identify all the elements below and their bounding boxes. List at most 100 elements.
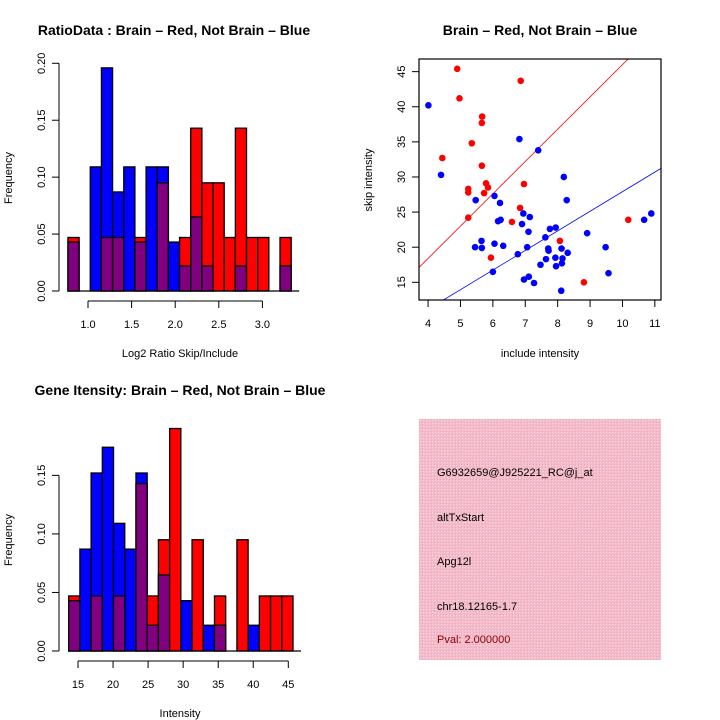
point-not-brain [534,146,542,154]
bar-overlap [234,265,248,292]
point-not-brain [526,213,534,221]
bar-not-brain [124,548,137,652]
x-tick-label: 1.0 [80,319,95,331]
y-tick-label: 15 [396,276,408,288]
x-tick-label: 6 [490,318,496,330]
point-not-brain [491,240,498,247]
point-not-brain [640,216,648,224]
point-brain [508,218,516,226]
bar-brain [223,236,237,292]
point-brain [516,204,524,212]
point-brain [520,180,528,188]
point-not-brain [478,237,485,245]
x-tick-label: 10 [616,318,628,330]
point-not-brain [542,255,550,263]
fit-line-brain [419,59,629,268]
bar-not-brain [145,166,158,292]
x-tick-label: 45 [282,679,294,691]
bar-overlap [157,574,171,652]
info-box-background [419,419,661,660]
point-brain [478,162,486,170]
point-not-brain [520,210,527,217]
info-box: G6932659@J925221_RC@j_at altTxStart Apg1… [419,419,661,660]
bar-overlap [134,241,147,292]
bar-not-brain [180,599,193,652]
point-not-brain [497,216,504,224]
point-brain [478,119,486,127]
point-brain [468,139,476,147]
bar-not-brain [247,624,260,652]
bar-not-brain [101,446,115,652]
y-tick-label: 35 [396,136,408,148]
bar-overlap [111,236,125,292]
point-brain [624,216,632,224]
bar-brain [236,539,249,652]
x-tick-label: 25 [142,679,154,691]
point-not-brain [563,196,571,204]
point-not-brain [437,171,445,179]
x-tick-label: 20 [107,679,119,691]
gene-name: Apg12l [437,556,471,568]
point-not-brain [525,228,532,236]
bar-brain [191,539,204,652]
gene-intensity-histogram: 15 20 25 30 35 40 45 0.00 0.05 0.10 0.15 Gene Itens… [3,382,326,720]
point-not-brain [491,192,498,200]
point-not-brain [472,196,479,204]
point-not-brain [557,287,565,295]
point-not-brain [559,255,566,262]
point-not-brain [558,260,566,267]
y-tick-label: 20 [396,241,408,253]
bar-brain [212,182,225,292]
point-not-brain [583,229,591,237]
genomic-location: chr18.12165-1.7 [437,601,517,613]
y-tick-label: 0.15 [36,465,48,486]
bar-overlap [190,216,203,292]
point-not-brain [489,268,497,276]
x-tick-label: 35 [212,679,224,691]
pval-text: Pval: 2.000000 [437,634,510,646]
point-not-brain [425,102,432,109]
point-not-brain [530,279,538,287]
chart-title: RatioData : Brain – Red, Not Brain – Blu… [38,22,310,38]
y-tick-label: 0.05 [36,223,48,244]
bar-overlap [112,595,126,652]
y-tick-label: 45 [396,66,408,78]
bar-brain [269,595,283,652]
point-brain [487,254,495,262]
bar-overlap [68,599,81,652]
y-tick-label: 0.00 [36,640,48,661]
x-tick-label: 3.0 [255,319,270,331]
x-tick-label: 30 [177,679,189,691]
point-not-brain [545,247,552,255]
ratio-histogram: 1.0 1.5 2.0 2.5 3.0 0.00 0.05 0.10 0.15 0.20 Ratio… [3,22,310,360]
y-tick-label: 0.00 [36,280,48,301]
bar-not-brain [89,166,103,292]
y-tick-label: 0.15 [36,110,48,131]
point-not-brain [525,273,533,280]
bar-overlap [135,482,148,652]
point-brain [478,113,486,120]
y-tick-label: 30 [396,171,408,183]
x-tick-label: 7 [522,318,528,330]
point-not-brain [647,210,655,217]
x-tick-label: 9 [587,318,593,330]
point-not-brain [602,243,609,251]
x-axis-label: Intensity [160,708,201,720]
point-brain [453,65,461,73]
point-not-brain [605,269,612,277]
point-not-brain [558,245,565,252]
point-brain [517,77,525,85]
probe-id: G6932659@J925221_RC@j_at [437,467,593,479]
point-brain [480,189,488,197]
bar-overlap [100,236,114,292]
bar-brain [245,236,259,292]
bar-brain [257,236,270,292]
y-axis-label: Frequency [3,514,15,566]
y-axis-label: Frequency [3,152,15,204]
y-tick-label: 0.10 [36,166,48,187]
point-not-brain [552,262,560,270]
x-tick-label: 2.0 [168,319,183,331]
x-tick-label: 15 [72,679,84,691]
